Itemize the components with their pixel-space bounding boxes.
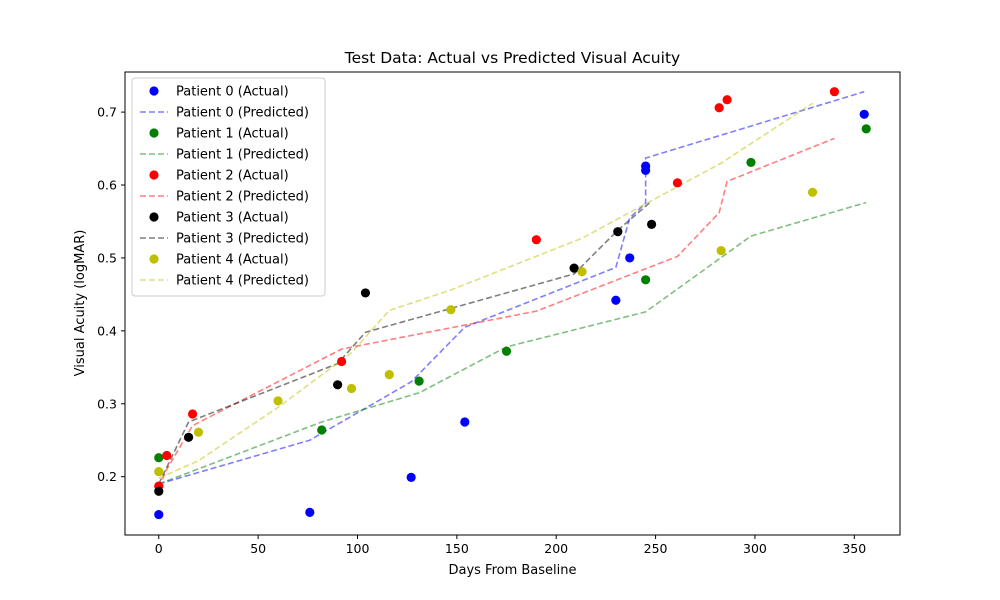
chart-title: Test Data: Actual vs Predicted Visual Ac…: [344, 49, 680, 67]
legend-item: Patient 3 (Actual): [149, 211, 289, 226]
actual-point-patient-3: [647, 219, 657, 229]
actual-point-patient-1: [414, 376, 424, 386]
actual-point-patient-0: [460, 417, 470, 427]
y-axis-title: Visual Acuity (logMAR): [73, 230, 88, 377]
predicted-line-patient-4: [158, 102, 813, 479]
actual-point-patient-2: [531, 235, 541, 245]
y-tick-label: 0.4: [97, 323, 117, 338]
x-tick-label: 150: [445, 541, 469, 556]
legend-label: Patient 3 (Predicted): [176, 232, 309, 247]
legend-box: [131, 77, 326, 297]
actual-point-patient-4: [384, 369, 394, 380]
y-tick-label: 0.3: [97, 396, 117, 411]
y-tick-label: 0.2: [97, 469, 117, 484]
legend-marker: [149, 212, 159, 222]
legend-label: Patient 4 (Actual): [176, 253, 289, 268]
actual-point-patient-2: [187, 409, 198, 419]
legend-marker: [149, 128, 159, 138]
actual-point-patient-1: [501, 346, 512, 356]
x-tick-label: 100: [346, 541, 370, 556]
plot-area: [154, 87, 871, 520]
x-tick-label: 50: [250, 541, 266, 556]
x-axis-title: Days From Baseline: [448, 563, 576, 578]
legend-marker: [149, 86, 159, 96]
actual-point-patient-0: [406, 472, 416, 482]
actual-point-patient-4: [273, 396, 283, 406]
legend-marker: [149, 254, 159, 264]
actual-point-patient-1: [861, 124, 871, 134]
legend-item: Patient 2 (Predicted): [140, 190, 309, 205]
actual-point-patient-1: [641, 275, 651, 285]
legend-label: Patient 2 (Predicted): [176, 190, 309, 205]
actual-point-patient-4: [716, 246, 726, 256]
actual-point-patient-3: [569, 263, 579, 273]
legend-label: Patient 2 (Actual): [176, 169, 289, 184]
y-tick-label: 0.7: [97, 105, 117, 120]
x-tick-label: 0: [155, 541, 163, 556]
actual-point-patient-3: [183, 432, 194, 442]
actual-point-patient-3: [333, 380, 343, 390]
actual-point-patient-4: [577, 267, 587, 277]
legend-item: Patient 0 (Actual): [149, 85, 289, 100]
actual-point-patient-0: [611, 295, 621, 305]
plot-frame: [124, 71, 901, 536]
actual-point-patient-4: [154, 466, 164, 477]
actual-point-patient-0: [305, 507, 315, 517]
legend-item: Patient 2 (Actual): [149, 169, 289, 184]
actual-point-patient-2: [829, 87, 840, 97]
actual-point-patient-0: [641, 161, 651, 171]
actual-point-patient-0: [859, 109, 869, 119]
actual-point-patient-2: [672, 178, 683, 188]
x-tick-label: 200: [544, 541, 568, 556]
legend-label: Patient 4 (Predicted): [176, 274, 309, 289]
y-tick-label: 0.6: [97, 178, 117, 193]
actual-point-patient-1: [154, 453, 164, 463]
actual-point-patient-2: [337, 356, 347, 367]
actual-point-patient-1: [746, 157, 756, 168]
legend-item: Patient 1 (Actual): [149, 127, 289, 142]
legend-item: Patient 3 (Predicted): [140, 232, 309, 247]
actual-point-patient-4: [193, 427, 204, 437]
x-tick-label: 300: [743, 541, 767, 556]
actual-point-patient-2: [162, 450, 172, 461]
y-tick-label: 0.5: [97, 250, 117, 265]
legend-label: Patient 3 (Actual): [176, 211, 289, 226]
x-tick-label: 250: [644, 541, 668, 556]
predicted-line-patient-2: [158, 137, 835, 488]
legend-label: Patient 1 (Predicted): [176, 148, 309, 163]
actual-point-patient-2: [722, 95, 732, 105]
legend-item: Patient 4 (Actual): [149, 253, 289, 268]
legend-marker: [149, 170, 159, 180]
actual-point-patient-3: [360, 288, 371, 298]
actual-point-patient-0: [154, 509, 164, 520]
actual-point-patient-3: [613, 227, 623, 237]
actual-point-patient-4: [346, 383, 357, 394]
x-axis: 0 50 100 150 200 250 300 350: [155, 535, 866, 556]
actual-point-patient-4: [807, 187, 818, 197]
legend-item: Patient 0 (Predicted): [140, 106, 309, 121]
legend-item: Patient 4 (Predicted): [140, 274, 309, 289]
actual-point-patient-1: [317, 425, 327, 435]
legend: Patient 0 (Actual) Patient 0 (Predicted) P…: [131, 77, 326, 297]
y-axis: 0.2 0.3 0.4 0.5 0.6 0.7: [97, 105, 125, 484]
legend-label: Patient 1 (Actual): [176, 127, 289, 142]
actual-point-patient-2: [714, 103, 724, 113]
actual-point-patient-3: [154, 486, 164, 496]
legend-label: Patient 0 (Actual): [176, 85, 289, 100]
actual-point-patient-0: [625, 253, 635, 263]
actual-point-patient-4: [446, 305, 456, 315]
x-tick-label: 350: [842, 541, 866, 556]
legend-item: Patient 1 (Predicted): [140, 148, 309, 163]
legend-label: Patient 0 (Predicted): [176, 106, 309, 121]
